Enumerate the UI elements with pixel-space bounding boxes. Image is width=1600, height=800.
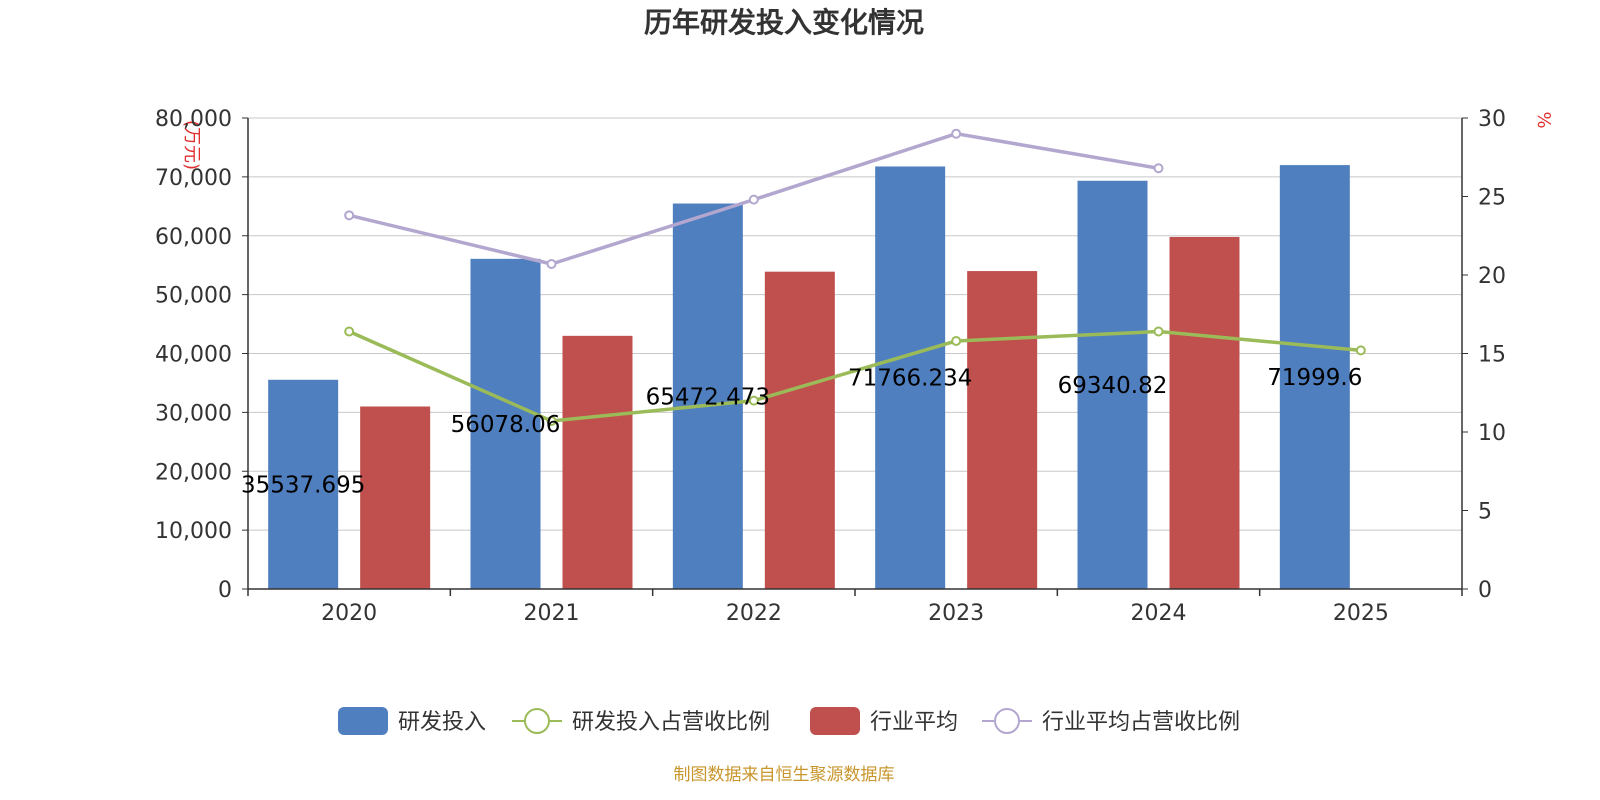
legend-swatch (810, 707, 860, 735)
legend-item-industry-average: 行业平均 (810, 707, 958, 735)
legend-label: 研发投入占营收比例 (572, 710, 770, 735)
bar-rd-investment (1077, 180, 1148, 589)
legend-item-rd-investment: 研发投入 (338, 707, 486, 735)
y-right-axis: 0 5 10 15 20 25 30 (1461, 107, 1506, 603)
bar-industry-average (562, 335, 633, 589)
data-label-rd-investment: 71766.234 (848, 366, 972, 392)
y-right-tick-label: 0 (1478, 578, 1492, 603)
y-right-tick-label: 15 (1478, 343, 1506, 368)
x-tick-label: 2025 (1333, 601, 1389, 626)
y-left-tick-label: 40,000 (155, 343, 232, 368)
y-left-tick-label: 70,000 (155, 166, 232, 191)
y-right-tick-label: 30 (1478, 107, 1506, 132)
x-axis: 2020 2021 2022 2023 2024 2025 (247, 588, 1463, 626)
bar-industry-average (764, 271, 835, 589)
rd-ratio-point (748, 395, 759, 406)
bar-industry-average (967, 271, 1038, 589)
rd-ratio-line (348, 329, 1361, 423)
x-tick-label: 2023 (928, 601, 984, 626)
legend-swatch (338, 707, 388, 735)
y-left-unit: (万元) (181, 120, 202, 170)
x-tick-label: 2024 (1131, 601, 1187, 626)
y-left-tick-label: 80,000 (155, 107, 232, 132)
legend-swatch-marker (994, 708, 1020, 734)
y-left-axis: 0 10,000 20,000 30,000 40,000 50,000 60,000 70,… (155, 107, 249, 603)
y-left-tick-label: 30,000 (155, 401, 232, 426)
bar-rd-investment (1279, 165, 1350, 589)
y-left-tick-label: 60,000 (155, 225, 232, 250)
y-left-tick-label: 50,000 (155, 284, 232, 309)
data-label-rd-investment: 56078.06 (451, 412, 561, 438)
source-note: 制图数据来自恒生聚源数据库 (674, 765, 895, 785)
legend-item-rd-ratio: 研发投入占营收比例 (512, 708, 770, 735)
bar-rd-investment (672, 203, 743, 589)
legend: 研发投入 研发投入占营收比例 行业平均 行业平均占营收比例 (338, 707, 1240, 735)
legend-item-industry-ratio: 行业平均占营收比例 (982, 708, 1240, 735)
data-labels: 35537.695 56078.06 65472.473 71766.234 69340… (241, 365, 1362, 498)
bar-rd-investment (875, 166, 946, 589)
industry-ratio-point (748, 194, 759, 205)
industry-ratio-point (1153, 163, 1164, 174)
legend-label: 行业平均占营收比例 (1042, 710, 1240, 735)
bar-industry-average (1169, 236, 1240, 590)
legend-swatch-marker (524, 708, 550, 734)
industry-ratio-point (951, 128, 962, 139)
chart-title: 历年研发投入变化情况 (644, 6, 924, 39)
y-right-tick-label: 20 (1478, 264, 1506, 289)
data-label-rd-investment: 35537.695 (241, 472, 365, 498)
y-left-tick-label: 0 (218, 578, 232, 603)
x-tick-label: 2021 (524, 601, 580, 626)
bar-industry-average (360, 406, 431, 589)
rd-ratio-point (1153, 326, 1164, 337)
x-tick-label: 2022 (726, 601, 782, 626)
y-left-tick-label: 20,000 (155, 460, 232, 485)
industry-ratio-point (546, 259, 557, 270)
data-label-rd-investment: 65472.473 (646, 384, 770, 410)
rd-ratio-point (344, 326, 355, 337)
y-right-unit: % (1533, 111, 1554, 128)
grid (248, 117, 1462, 531)
legend-label: 研发投入 (398, 710, 486, 735)
lines (344, 128, 1366, 427)
y-right-tick-label: 25 (1478, 186, 1506, 211)
data-label-rd-investment: 69340.82 (1058, 373, 1168, 399)
bar-rd-investment (268, 379, 339, 589)
bar-rd-investment (470, 258, 541, 589)
bars (268, 165, 1350, 590)
x-tick-label: 2020 (321, 601, 377, 626)
rd-ratio-point (546, 416, 557, 427)
y-right-tick-label: 10 (1478, 421, 1506, 446)
rd-ratio-point (951, 335, 962, 346)
data-label-rd-investment: 71999.6 (1267, 365, 1362, 391)
legend-label: 行业平均 (870, 710, 958, 735)
y-right-tick-label: 5 (1478, 500, 1492, 525)
y-left-tick-label: 10,000 (155, 519, 232, 544)
rd-ratio-point (1355, 345, 1366, 356)
industry-ratio-point (344, 210, 355, 221)
